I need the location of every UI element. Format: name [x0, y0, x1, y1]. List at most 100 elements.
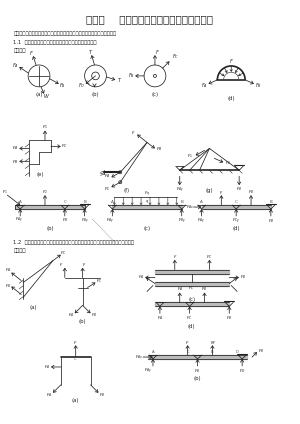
Text: $q$: $q$: [145, 198, 149, 204]
Text: $F_B$: $F_B$: [254, 81, 261, 90]
Text: A: A: [111, 200, 114, 204]
Text: 1.1  试画在下列各物体（不包括销钉与支座）的受力图。: 1.1 试画在下列各物体（不包括销钉与支座）的受力图。: [13, 39, 97, 45]
Text: $F_B$: $F_B$: [236, 185, 242, 193]
Text: $F_B$: $F_B$: [248, 188, 254, 196]
Text: $F_{Ay}$: $F_{Ay}$: [106, 217, 114, 226]
Text: $F_{q}$: $F_{q}$: [144, 189, 150, 198]
Text: A: A: [152, 350, 154, 354]
Text: $F_A$: $F_A$: [46, 391, 52, 399]
Text: $F_C$: $F_C$: [188, 285, 195, 292]
Text: $F_A$: $F_A$: [44, 363, 50, 371]
Text: $F_{Cy}$: $F_{Cy}$: [232, 217, 240, 226]
Text: $F$: $F$: [185, 339, 190, 346]
Text: D: D: [236, 350, 239, 354]
Text: $F_C$: $F_C$: [104, 185, 111, 193]
Text: 解：如图: 解：如图: [13, 248, 26, 253]
Text: $M$: $M$: [210, 339, 215, 346]
Text: $F_1$: $F_1$: [2, 188, 8, 196]
Text: $F_C$: $F_C$: [206, 253, 213, 260]
Text: $F_A$: $F_A$: [68, 312, 74, 319]
Text: A: A: [200, 200, 203, 204]
Text: $F$: $F$: [82, 261, 87, 268]
Text: (b): (b): [194, 377, 201, 382]
Text: $F_B$: $F_B$: [201, 286, 208, 293]
Text: 下列习题中，未画出重力的各物体的自重不计，所有接触面均为光滑接触。: 下列习题中，未画出重力的各物体的自重不计，所有接触面均为光滑接触。: [13, 31, 116, 36]
Text: $F_B$: $F_B$: [156, 145, 162, 153]
Text: $F_{Ax}$: $F_{Ax}$: [186, 203, 194, 211]
Text: $F_C$: $F_C$: [61, 142, 68, 150]
Bar: [155, 302, 229, 307]
Text: (e): (e): [36, 172, 44, 177]
Text: $F_{Ay}$: $F_{Ay}$: [15, 215, 23, 224]
Text: (c): (c): [152, 92, 158, 97]
Text: (d): (d): [188, 324, 195, 329]
Text: $F_{Ay}$: $F_{Ay}$: [176, 185, 184, 194]
Text: (c): (c): [143, 226, 151, 232]
Text: $F_B$: $F_B$: [226, 315, 232, 322]
Text: C: C: [63, 200, 66, 204]
Text: $F_{By}$: $F_{By}$: [178, 217, 186, 226]
Text: (b): (b): [92, 92, 99, 97]
Text: $W$: $W$: [44, 92, 50, 100]
Text: $F_1$: $F_1$: [187, 153, 193, 160]
Text: B: B: [269, 200, 272, 204]
Text: $F_A$: $F_A$: [201, 81, 208, 90]
Text: $F_B$: $F_B$: [99, 391, 106, 399]
Text: $F_C$: $F_C$: [172, 53, 179, 61]
Text: $F$: $F$: [172, 253, 177, 260]
Text: $F$: $F$: [29, 49, 34, 57]
Text: $F_A$: $F_A$: [157, 315, 163, 322]
Text: B: B: [180, 200, 183, 204]
Text: $F$: $F$: [219, 189, 224, 195]
Text: $F$: $F$: [58, 261, 63, 268]
Text: $F_A$: $F_A$: [12, 61, 19, 70]
Text: (b): (b): [46, 226, 54, 232]
Text: $F_B$: $F_B$: [258, 347, 264, 355]
Text: 第一章    静力学基本概念与物体的受力分析: 第一章 静力学基本概念与物体的受力分析: [86, 14, 214, 24]
Text: $F_D$: $F_D$: [239, 367, 245, 375]
Bar: [15, 205, 85, 209]
Text: (d): (d): [232, 226, 240, 232]
Text: $F_O$: $F_O$: [78, 81, 85, 90]
Text: (b): (b): [79, 319, 86, 324]
Text: B: B: [211, 350, 214, 354]
Text: $F_B$: $F_B$: [268, 217, 274, 225]
Text: $F_A$: $F_A$: [138, 274, 144, 282]
Text: (d): (d): [227, 96, 235, 101]
Text: $F_2$: $F_2$: [225, 159, 231, 167]
Text: $F_{Ay}$: $F_{Ay}$: [144, 366, 152, 375]
Text: $F_{By}$: $F_{By}$: [81, 217, 89, 226]
Text: B: B: [83, 200, 86, 204]
Text: (a): (a): [29, 305, 37, 310]
Text: $F_B$: $F_B$: [12, 159, 19, 166]
Text: $F_A$: $F_A$: [104, 173, 111, 180]
Text: $F$: $F$: [74, 339, 78, 346]
Text: $F_{Ay}$: $F_{Ay}$: [197, 217, 206, 226]
Text: $F_B$: $F_B$: [194, 367, 201, 375]
Text: $F_2$: $F_2$: [42, 188, 48, 196]
Text: $F$: $F$: [131, 129, 135, 136]
Text: $F_B$: $F_B$: [5, 283, 11, 290]
Text: $F_B$: $F_B$: [59, 81, 66, 90]
Bar: [112, 205, 182, 209]
Text: (f): (f): [123, 188, 129, 192]
Text: $F_{Ax}$: $F_{Ax}$: [135, 353, 143, 361]
Text: $F$: $F$: [154, 48, 159, 56]
Text: $T$: $T$: [88, 48, 93, 56]
Bar: [155, 270, 229, 273]
Text: $F_C$: $F_C$: [60, 249, 66, 257]
Text: C: C: [73, 357, 76, 361]
Bar: [202, 205, 271, 209]
Text: 解：如图: 解：如图: [13, 47, 26, 53]
Text: $F_B$: $F_B$: [240, 274, 246, 282]
Bar: [155, 282, 229, 285]
Bar: [148, 355, 247, 359]
Text: $F_A$: $F_A$: [5, 267, 11, 274]
Text: C: C: [186, 350, 189, 354]
Text: (c): (c): [188, 297, 195, 302]
Text: $F_1$: $F_1$: [42, 124, 48, 131]
Text: $F_B$: $F_B$: [92, 312, 98, 319]
Text: $F_B$: $F_B$: [128, 72, 135, 80]
Text: $F_C$: $F_C$: [96, 278, 103, 285]
Text: $F$: $F$: [229, 57, 234, 65]
